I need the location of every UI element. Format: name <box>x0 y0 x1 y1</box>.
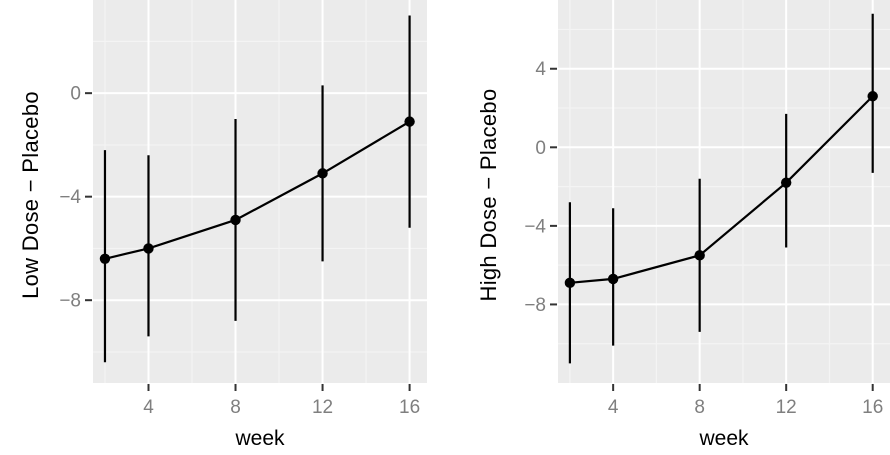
estimate-point <box>780 177 792 188</box>
y-axis-title-high-dose: High Dose − Placebo <box>476 88 501 302</box>
estimate-point <box>99 253 111 264</box>
x-tick-label: 16 <box>862 397 883 418</box>
y-axis-title-low-dose: Low Dose − Placebo <box>18 91 43 299</box>
x-axis-title-week-left: week <box>235 427 285 450</box>
y-tick-label: 0 <box>70 84 81 105</box>
y-tick-label: 0 <box>535 138 546 159</box>
estimate-point <box>694 250 705 261</box>
x-tick-label: 8 <box>230 397 241 418</box>
estimate-point <box>867 91 878 102</box>
x-tick-label: 12 <box>776 397 797 418</box>
panel-background <box>93 0 427 383</box>
high-dose-plot-svg: 4 8 12 16 4 0 −4 −8 <box>524 0 890 418</box>
x-tick-label: 12 <box>312 397 333 418</box>
estimate-point <box>404 116 415 127</box>
estimate-point <box>143 243 154 254</box>
x-tick-label: 4 <box>143 397 154 418</box>
low-dose-plot-svg: 4 8 12 16 0 −4 −8 <box>59 0 427 418</box>
y-tick-label: −4 <box>524 216 546 237</box>
estimate-point <box>317 168 328 179</box>
x-tick-label: 16 <box>399 397 420 418</box>
x-axis-title-week-right: week <box>699 427 749 450</box>
y-tick-label: −8 <box>59 291 81 312</box>
y-tick-label: −8 <box>524 295 546 316</box>
y-tick-label: −4 <box>59 187 81 208</box>
estimate-point <box>564 277 576 289</box>
x-tick-label: 4 <box>608 397 619 418</box>
y-tick-label: 4 <box>535 59 546 80</box>
estimate-point <box>230 214 241 226</box>
x-tick-label: 8 <box>694 397 705 418</box>
panel-background <box>558 0 890 383</box>
estimate-point <box>607 273 619 285</box>
